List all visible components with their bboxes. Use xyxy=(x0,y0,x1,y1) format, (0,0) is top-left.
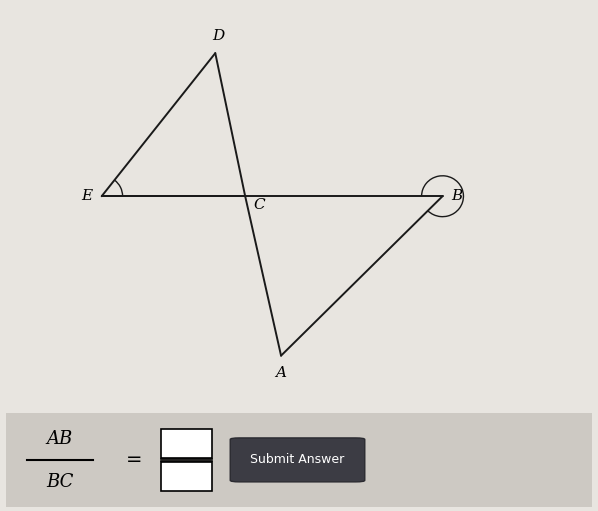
Bar xyxy=(161,429,212,458)
Text: =: = xyxy=(126,450,143,470)
Text: E: E xyxy=(81,189,93,203)
Text: AB: AB xyxy=(47,430,73,449)
Text: D: D xyxy=(212,29,224,43)
FancyBboxPatch shape xyxy=(230,438,365,482)
Text: C: C xyxy=(253,198,264,212)
FancyBboxPatch shape xyxy=(6,413,592,507)
Text: BC: BC xyxy=(46,473,74,492)
Text: Submit Answer: Submit Answer xyxy=(251,453,344,467)
Bar xyxy=(161,462,212,491)
Text: A: A xyxy=(276,366,286,380)
Text: B: B xyxy=(451,189,463,203)
